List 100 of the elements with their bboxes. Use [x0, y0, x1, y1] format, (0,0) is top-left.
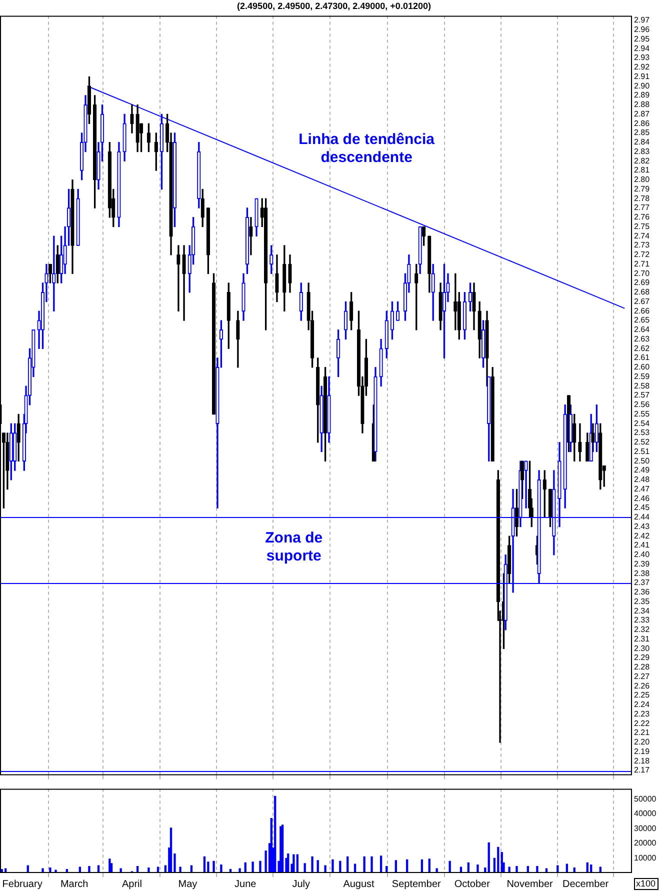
y-tick-label: 2.68: [634, 288, 650, 297]
y-tick-label: 2.56: [634, 400, 650, 410]
y-tick-label: 2.55: [634, 409, 650, 418]
x-tick-label: May: [178, 878, 198, 890]
y-tick-label: 2.28: [634, 662, 650, 672]
y-tick-label: 2.64: [634, 325, 650, 334]
y-tick-label: 2.91: [634, 72, 650, 81]
y-tick-label: 2.27: [634, 672, 650, 681]
y-tick-label: 2.92: [634, 62, 650, 72]
y-tick-label: 2.63: [634, 334, 650, 344]
y-tick-label: 2.35: [634, 596, 650, 606]
y-tick-label: 2.57: [634, 390, 650, 400]
y-tick-label: 2.59: [634, 372, 650, 381]
x-tick-label: October: [454, 878, 491, 890]
y-tick-label: 2.86: [634, 118, 650, 128]
y-tick-label: 2.38: [634, 568, 650, 578]
y-tick-label: 2.33: [634, 616, 650, 625]
y-tick-label: 2.32: [634, 625, 650, 634]
y-tick-label: 2.36: [634, 588, 650, 597]
y-tick-label: 2.71: [634, 259, 650, 268]
y-tick-label: 2.96: [634, 25, 650, 34]
y-tick-label: 30000: [634, 824, 657, 833]
y-tick-label: 2.26: [634, 681, 650, 690]
y-tick-label: 2.73: [634, 240, 650, 250]
y-axis-title: x100: [636, 878, 656, 888]
y-tick-label: 2.88: [634, 100, 650, 110]
y-tick-label: 2.87: [634, 109, 650, 118]
y-tick-label: 2.49: [634, 466, 650, 475]
y-tick-label: 2.44: [634, 512, 650, 522]
y-tick-label: 2.45: [634, 503, 650, 512]
y-tick-label: 2.78: [634, 194, 650, 203]
y-tick-label: 2.83: [634, 146, 650, 156]
y-tick-label: 2.85: [634, 128, 650, 138]
y-tick-label: 2.89: [634, 90, 650, 100]
y-tick-label: 2.25: [634, 690, 650, 700]
y-tick-label: 2.58: [634, 381, 650, 390]
y-tick-label: 2.21: [634, 728, 650, 738]
y-tick-label: 2.81: [634, 166, 650, 175]
y-tick-label: 2.65: [634, 316, 650, 325]
y-tick-label: 2.43: [634, 522, 650, 531]
y-tick-label: 2.20: [634, 738, 650, 747]
y-tick-label: 2.60: [634, 362, 650, 372]
x-tick-label: June: [234, 878, 257, 890]
y-tick-label: 2.18: [634, 756, 650, 766]
y-tick-label: 2.30: [634, 644, 650, 653]
annotation: Linha de tendência descendente: [298, 130, 436, 166]
x-tick-label: April: [122, 878, 142, 890]
y-tick-label: 2.76: [634, 212, 650, 222]
y-tick-label: 2.41: [634, 540, 650, 550]
y-tick-label: 2.82: [634, 156, 650, 166]
y-tick-label: 2.39: [634, 559, 650, 568]
y-tick-label: 2.31: [634, 634, 650, 644]
y-tick-label: 2.97: [634, 16, 650, 25]
y-tick-label: 2.40: [634, 550, 650, 560]
y-tick-label: 2.22: [634, 718, 650, 728]
y-tick-label: 2.62: [634, 344, 650, 353]
y-tick-label: 2.72: [634, 250, 650, 260]
x-tick-label: December: [562, 878, 610, 890]
y-tick-label: 2.42: [634, 531, 650, 540]
y-tick-label: 2.29: [634, 653, 650, 662]
y-tick-label: 2.61: [634, 353, 650, 362]
x-tick-label: November: [506, 878, 554, 890]
y-tick-label: 2.17: [634, 766, 650, 775]
annotation: Zona de suporte: [265, 530, 323, 565]
y-tick-label: 2.19: [634, 746, 650, 756]
y-tick-label: 2.47: [634, 484, 650, 494]
y-tick-label: 2.53: [634, 428, 650, 438]
y-tick-label: 2.54: [634, 418, 650, 428]
y-tick-label: 2.75: [634, 222, 650, 231]
y-tick-label: 2.93: [634, 53, 650, 62]
y-tick-label: 2.23: [634, 709, 650, 718]
y-tick-label: 2.90: [634, 81, 650, 90]
y-tick-label: 2.50: [634, 456, 650, 466]
y-tick-label: 2.69: [634, 278, 650, 288]
y-tick-label: 2.67: [634, 296, 650, 306]
y-tick-label: 2.34: [634, 606, 650, 616]
y-tick-label: 2.77: [634, 203, 650, 212]
y-tick-label: 2.95: [634, 34, 650, 44]
y-tick-label: 2.70: [634, 268, 650, 278]
y-tick-label: 40000: [634, 809, 657, 818]
x-tick-label: August: [343, 878, 375, 890]
y-tick-label: 50000: [634, 794, 657, 804]
y-tick-label: 2.66: [634, 306, 650, 316]
y-tick-label: 2.80: [634, 175, 650, 184]
x-tick-label: September: [392, 878, 442, 890]
y-tick-label: 2.79: [634, 184, 650, 194]
y-tick-label: 2.52: [634, 438, 650, 447]
x-tick-label: July: [292, 878, 310, 890]
y-tick-label: 2.74: [634, 231, 650, 240]
y-tick-label: 20000: [634, 838, 657, 848]
y-tick-label: 2.46: [634, 494, 650, 503]
y-tick-label: 2.84: [634, 138, 650, 147]
chart-title: (2.49500, 2.49500, 2.47300, 2.49000, +0.01200): [237, 0, 431, 11]
x-tick-label: March: [60, 878, 88, 890]
y-tick-label: 10000: [634, 853, 657, 862]
y-tick-label: 2.48: [634, 475, 650, 484]
x-tick-label: February: [2, 878, 42, 890]
y-tick-label: 2.37: [634, 578, 650, 588]
y-tick-label: 2.24: [634, 700, 650, 710]
y-tick-label: 2.94: [634, 44, 650, 53]
